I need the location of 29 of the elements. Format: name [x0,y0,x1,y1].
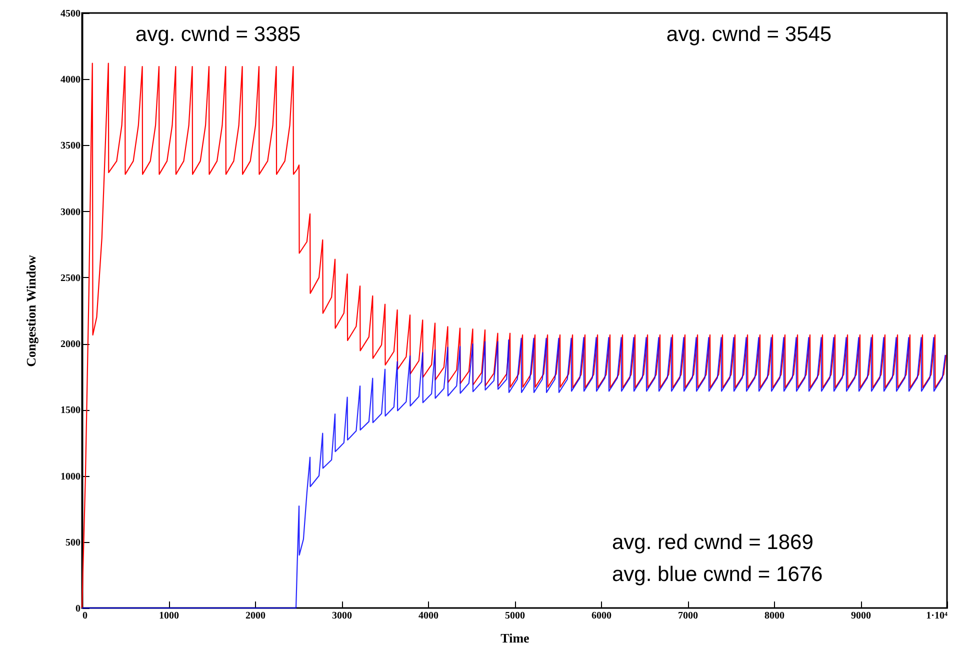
y-tick-label: 2000 [60,339,80,350]
line-series [81,62,947,609]
annotation: avg. blue cwnd = 1676 [612,563,823,586]
x-tick-label: 1000 [159,610,179,622]
annotation: avg. red cwnd = 1869 [612,531,814,554]
y-tick-label: 3500 [60,140,80,152]
x-tick-label: 4000 [418,610,438,622]
y-tick-label: 0 [76,604,80,614]
x-tick-label: 8000 [764,610,784,622]
x-tick-label: 1·10⁴ [926,610,948,622]
x-tick-label: 6000 [592,610,612,622]
y-axis-title: Congestion Window [24,254,38,367]
x-tick-label: 0 [82,610,88,622]
y-tick-label: 3000 [60,206,80,218]
y-tick-label: 2500 [60,272,80,284]
line-series [81,337,946,609]
x-axis-title: Time [500,630,530,646]
y-tick-label: 500 [66,537,80,548]
x-tick-label: 9000 [851,610,871,622]
y-tick-label: 1500 [60,405,80,416]
y-tick-label: 4500 [60,8,80,20]
x-tick-label: 3000 [332,610,352,622]
x-tick-label: 5000 [505,610,525,622]
y-tick-label: 4000 [60,74,80,86]
x-tick-label: 7000 [678,610,698,622]
annotation: avg. cwnd = 3545 [666,23,832,46]
y-tick-label: 1000 [60,471,80,482]
annotation: avg. cwnd = 3385 [135,23,301,46]
x-tick-label: 2000 [246,610,266,622]
